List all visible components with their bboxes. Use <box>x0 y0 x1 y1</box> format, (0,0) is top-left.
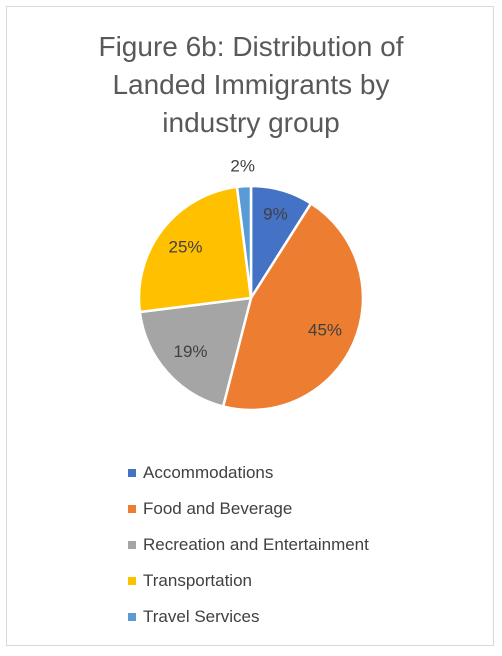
legend-entry-travel-services: Travel Services <box>128 599 369 635</box>
chart-title-line-2: Landed Immigrants by <box>112 69 390 100</box>
legend-entry-accommodations: Accommodations <box>128 455 369 491</box>
data-label-recreation-and-entertainment: 19% <box>173 342 207 361</box>
chart-title-line-1: Figure 6b: Distribution of <box>98 31 404 62</box>
legend-swatch-food-and-beverage <box>128 505 136 513</box>
pie-slice-travel-services <box>235 184 253 300</box>
data-label-accommodations: 9% <box>263 205 288 224</box>
legend-entry-recreation-and-entertainment: Recreation and Entertainment <box>128 527 369 563</box>
data-label-food-and-beverage: 45% <box>308 321 342 340</box>
legend-label-travel-services: Travel Services <box>143 607 260 626</box>
legend-swatch-travel-services <box>128 613 136 621</box>
pie-slice-recreation-and-entertainment <box>138 296 253 408</box>
pie-slice-transportation <box>137 185 253 314</box>
chart-title: Figure 6b: Distribution of Landed Immigr… <box>20 28 482 142</box>
legend-label-transportation: Transportation <box>143 571 252 590</box>
legend-swatch-transportation <box>128 577 136 585</box>
legend-swatch-accommodations <box>128 469 136 477</box>
legend-label-accommodations: Accommodations <box>143 463 274 482</box>
legend-swatch-recreation-and-entertainment <box>128 541 136 549</box>
data-label-travel-services: 2% <box>230 157 255 176</box>
legend-label-food-and-beverage: Food and Beverage <box>143 499 293 518</box>
legend-entry-food-and-beverage: Food and Beverage <box>128 491 369 527</box>
chart-title-line-3: industry group <box>162 107 340 138</box>
pie-slice-food-and-beverage <box>221 202 365 412</box>
data-label-transportation: 25% <box>168 238 202 257</box>
legend-label-recreation-and-entertainment: Recreation and Entertainment <box>143 535 369 554</box>
legend: Accommodations Food and Beverage Recreat… <box>128 455 369 635</box>
legend-entry-transportation: Transportation <box>128 563 369 599</box>
